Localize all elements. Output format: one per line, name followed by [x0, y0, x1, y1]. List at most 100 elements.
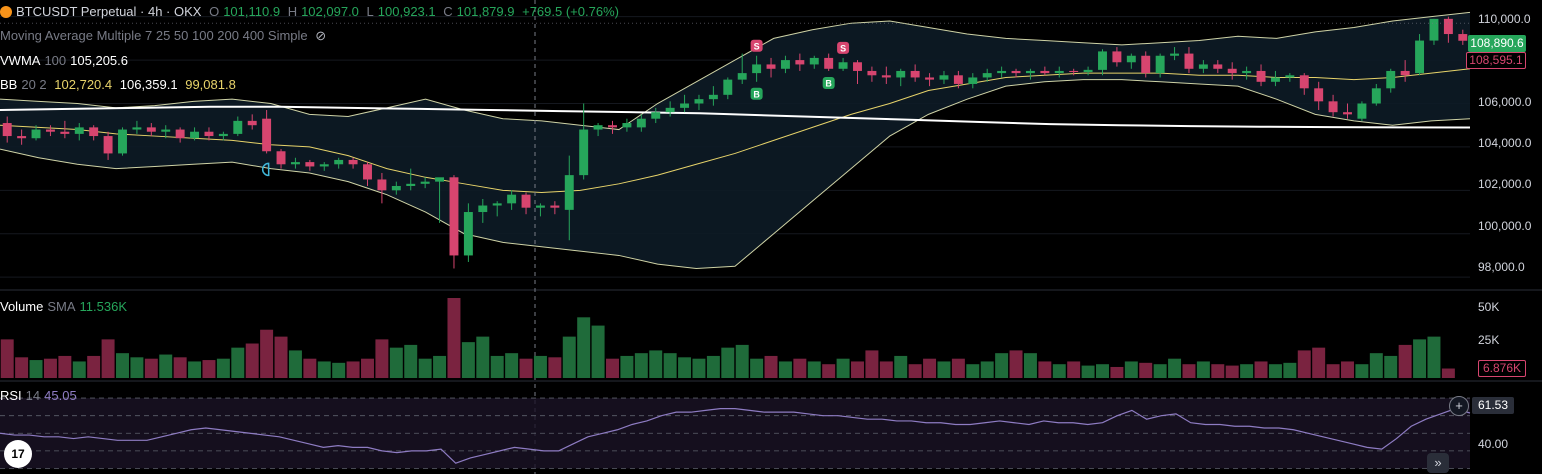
candle-body [982, 73, 992, 78]
candle-body [190, 131, 200, 139]
price-tick: 104,000.0 [1478, 136, 1532, 150]
volume-bar [447, 298, 461, 378]
bb-fill [0, 12, 1470, 269]
candle-body [420, 181, 430, 184]
signal-marker-label: S [840, 43, 846, 53]
volume-bar [533, 355, 547, 378]
volume-bar [476, 336, 490, 378]
volume-bar [562, 336, 576, 378]
candle-body [867, 70, 877, 76]
volume-bar [1398, 344, 1412, 378]
candle-body [925, 77, 935, 80]
volume-bar [1124, 361, 1138, 378]
volume-bar [418, 358, 432, 378]
signal-marker [750, 39, 763, 52]
volume-bar [15, 357, 29, 378]
volume-bar [173, 357, 187, 378]
volume-bar [1052, 364, 1066, 378]
candle-body [1371, 88, 1381, 104]
candle-body [953, 75, 963, 84]
volume-bar [1139, 362, 1153, 378]
volume-bar [1168, 358, 1182, 378]
candle-body [1343, 112, 1352, 115]
volume-bar [692, 358, 706, 378]
price-tick: 106,000.0 [1478, 95, 1532, 109]
volume-bar [923, 358, 937, 378]
ma-multiple-legend[interactable]: Moving Average Multiple 7 25 50 100 200 … [0, 28, 330, 44]
candle-body [593, 125, 603, 130]
candle-body [175, 129, 185, 139]
volume-bar [1009, 350, 1023, 378]
candle-body [651, 112, 661, 119]
volume-bar [1413, 339, 1427, 378]
volume-bar [577, 317, 591, 378]
candle-body [550, 205, 560, 208]
candle-body [463, 212, 473, 256]
candle-body [319, 164, 329, 167]
candle-body [247, 120, 257, 126]
candle-body [939, 75, 949, 80]
candle-body [997, 70, 1007, 74]
volume-bar [58, 355, 72, 378]
volume-bar [519, 358, 533, 378]
candle-body [1328, 101, 1338, 113]
volume-bar [1369, 353, 1383, 378]
candle-body [1025, 70, 1035, 74]
low-label: L [366, 4, 374, 19]
volume-bar [649, 350, 663, 378]
candle-body [564, 175, 574, 210]
volume-bar [375, 339, 389, 378]
low-value: 100,923.1 [377, 4, 436, 19]
candle-body [723, 79, 733, 95]
bb-label: BB [0, 77, 18, 92]
candle-body [1098, 51, 1107, 70]
close-label: C [443, 4, 453, 19]
rsi-label: RSI [0, 388, 22, 403]
volume-bar [1081, 365, 1095, 378]
eye-off-icon[interactable]: ⊘ [315, 28, 327, 43]
candle-body [636, 118, 646, 128]
volume-bar [461, 342, 475, 378]
candle-body [853, 62, 862, 71]
volume-bar [634, 353, 648, 378]
candle-body [1213, 64, 1223, 69]
volume-bar [188, 361, 202, 378]
signal-marker [822, 76, 835, 89]
double-chevron-right-icon[interactable]: » [1427, 453, 1449, 473]
volume-bar [505, 353, 519, 378]
ma-multiple-label: Moving Average Multiple 7 25 50 100 200 … [0, 28, 308, 43]
volume-bar [836, 358, 850, 378]
candle-body [391, 185, 401, 191]
bb-legend[interactable]: BB 20 2 102,720.4 106,359.1 99,081.8 [0, 77, 240, 93]
volume-bar [951, 358, 965, 378]
price-tick: 102,000.0 [1478, 177, 1532, 191]
candle-body [1083, 69, 1093, 73]
vwma-legend[interactable]: VWMA 100 105,205.6 [0, 53, 132, 69]
plus-circle-icon[interactable]: + [1449, 396, 1469, 416]
symbol-title: BTCUSDT Perpetual · 4h · OKX [16, 4, 202, 19]
volume-legend[interactable]: Volume SMA 11.536K [0, 299, 131, 315]
candle-body [17, 136, 27, 139]
volume-bar [1096, 364, 1109, 378]
candle-body [780, 60, 790, 69]
signal-marker-label: B [825, 78, 832, 88]
candle-body [89, 127, 99, 137]
rsi-legend[interactable]: RSI 14 45.05 [0, 388, 81, 404]
candle-body [276, 151, 286, 165]
signal-marker [750, 87, 763, 100]
volume-bar [1283, 362, 1297, 378]
volume-label: Volume [0, 299, 44, 314]
volume-bar [1312, 347, 1326, 378]
volume-bar [807, 361, 821, 378]
volume-bar [29, 360, 43, 378]
volume-bar [1153, 364, 1167, 378]
volume-bar [937, 361, 951, 378]
volume-bar [1211, 364, 1225, 378]
candle-body [45, 129, 55, 132]
candle-body [305, 162, 315, 167]
candle-body [1069, 70, 1079, 73]
tradingview-logo[interactable]: 17 [4, 440, 32, 468]
change-value: +769.5 (+0.76%) [522, 4, 619, 19]
candle-body [1170, 53, 1180, 56]
